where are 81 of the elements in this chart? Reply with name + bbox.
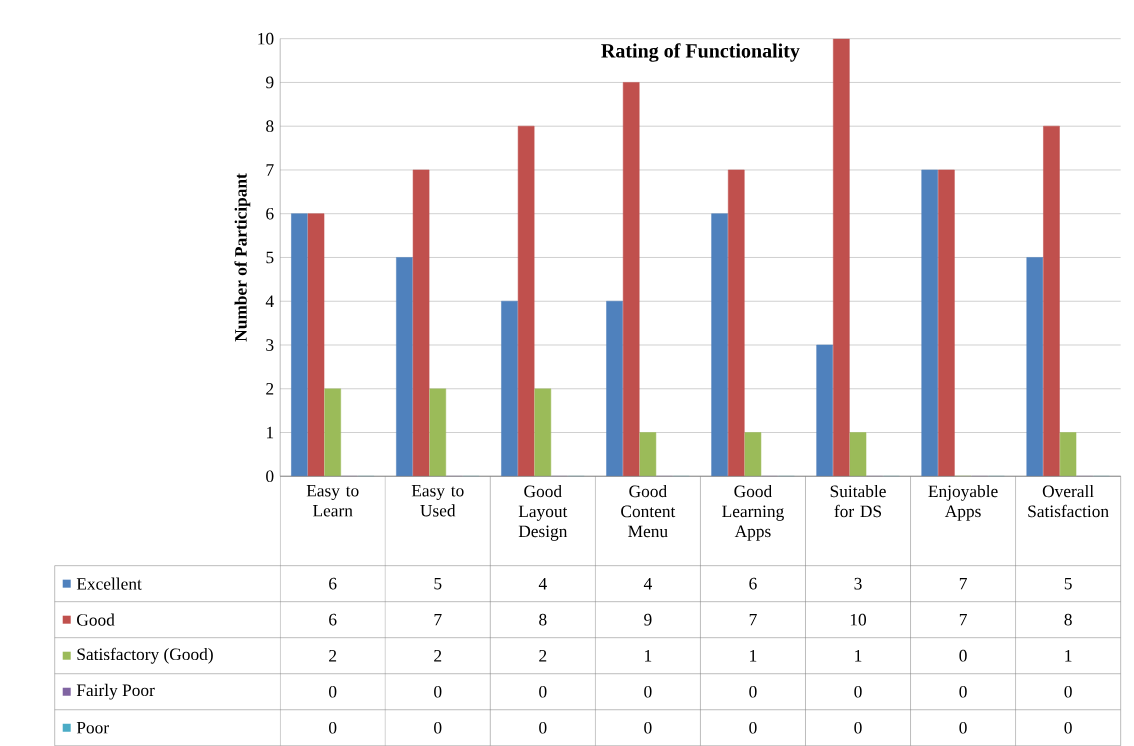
data-label: 8 — [539, 613, 547, 626]
y-tick-label: 0 — [266, 470, 274, 483]
data-label: 2 — [329, 649, 337, 662]
data-label: 0 — [959, 649, 967, 662]
bar — [711, 213, 728, 477]
bar — [744, 432, 762, 477]
data-label: 5 — [434, 577, 442, 590]
data-label: 2 — [539, 649, 547, 662]
data-label: 7 — [749, 613, 757, 626]
data-label: 7 — [959, 613, 967, 626]
legend-label: Poor — [76, 721, 109, 734]
y-tick-label: 8 — [266, 120, 274, 133]
data-label: 1 — [750, 649, 757, 662]
data-label: 4 — [643, 577, 652, 590]
x-tick-label: Suitable for DS — [830, 484, 886, 518]
chart-title: Rating of Functionality — [601, 43, 800, 62]
y-tick-label: 3 — [266, 339, 274, 351]
y-tick-label: 4 — [265, 295, 274, 307]
legend-label: Satisfactory (Good) — [77, 647, 213, 664]
data-label: 8 — [1064, 613, 1072, 626]
bar — [501, 300, 518, 477]
y-tick-label: 10 — [258, 32, 274, 45]
legend-label: Good — [77, 613, 115, 626]
data-label: 6 — [749, 577, 757, 590]
data-label: 3 — [854, 577, 862, 590]
data-label: 1 — [1065, 649, 1072, 662]
data-label: 1 — [645, 649, 652, 662]
data-label: 0 — [539, 685, 547, 698]
legend-label: Excellent — [76, 577, 142, 590]
data-label: 6 — [329, 613, 337, 626]
x-tick-label: Enjoyable Apps — [928, 484, 998, 521]
data-label: 0 — [959, 685, 967, 698]
data-label: 0 — [329, 685, 337, 698]
x-tick-label: Easy to Learn — [306, 484, 359, 517]
data-label: 4 — [538, 577, 547, 590]
data-label: 7 — [434, 613, 442, 626]
bar — [921, 169, 938, 477]
x-tick-label: Good Layout Design — [518, 484, 568, 541]
bar — [849, 432, 867, 477]
y-tick-label: 6 — [266, 207, 274, 220]
bar — [816, 344, 833, 477]
y-tick-label: 7 — [266, 164, 274, 176]
y-tick-label: 5 — [266, 251, 274, 264]
bar — [1026, 257, 1044, 477]
data-label: 0 — [329, 721, 337, 734]
y-tick-label: 1 — [266, 426, 274, 439]
bar — [639, 432, 657, 477]
data-label: 0 — [1064, 721, 1072, 734]
data-label: 1 — [855, 649, 862, 662]
data-label: 0 — [854, 685, 862, 698]
data-label: 9 — [644, 613, 652, 626]
data-label: 0 — [854, 721, 862, 734]
data-label: 7 — [959, 577, 967, 590]
data-label: 0 — [434, 721, 442, 734]
data-label: 0 — [959, 721, 967, 734]
x-tick-label: Easy to Used — [411, 484, 464, 517]
data-label: 0 — [644, 685, 652, 698]
y-tick-label: 9 — [266, 76, 274, 89]
bar — [324, 388, 341, 477]
data-label: 6 — [329, 577, 337, 590]
x-tick-label: Good Learning Apps — [722, 484, 784, 541]
bar — [396, 257, 413, 477]
bar — [606, 300, 623, 477]
bar — [534, 388, 552, 477]
legend-label: Fairly Poor — [76, 683, 155, 700]
data-label: 10 — [850, 613, 867, 626]
data-label: 0 — [749, 721, 757, 734]
bar — [291, 213, 308, 477]
data-label: 0 — [1064, 685, 1072, 698]
y-axis-title: Number of Participant — [234, 173, 251, 342]
bar — [1059, 432, 1077, 477]
x-tick-label: Good Content Menu — [621, 484, 676, 538]
data-label: 0 — [434, 685, 442, 698]
data-label: 0 — [539, 721, 547, 734]
y-tick-label: 2 — [266, 382, 274, 395]
x-tick-label: Overall Satisfaction — [1028, 484, 1109, 518]
data-label: 5 — [1064, 577, 1072, 590]
data-label: 2 — [434, 649, 442, 662]
bar — [429, 388, 447, 477]
data-label: 0 — [644, 721, 652, 734]
data-label: 0 — [749, 685, 757, 698]
